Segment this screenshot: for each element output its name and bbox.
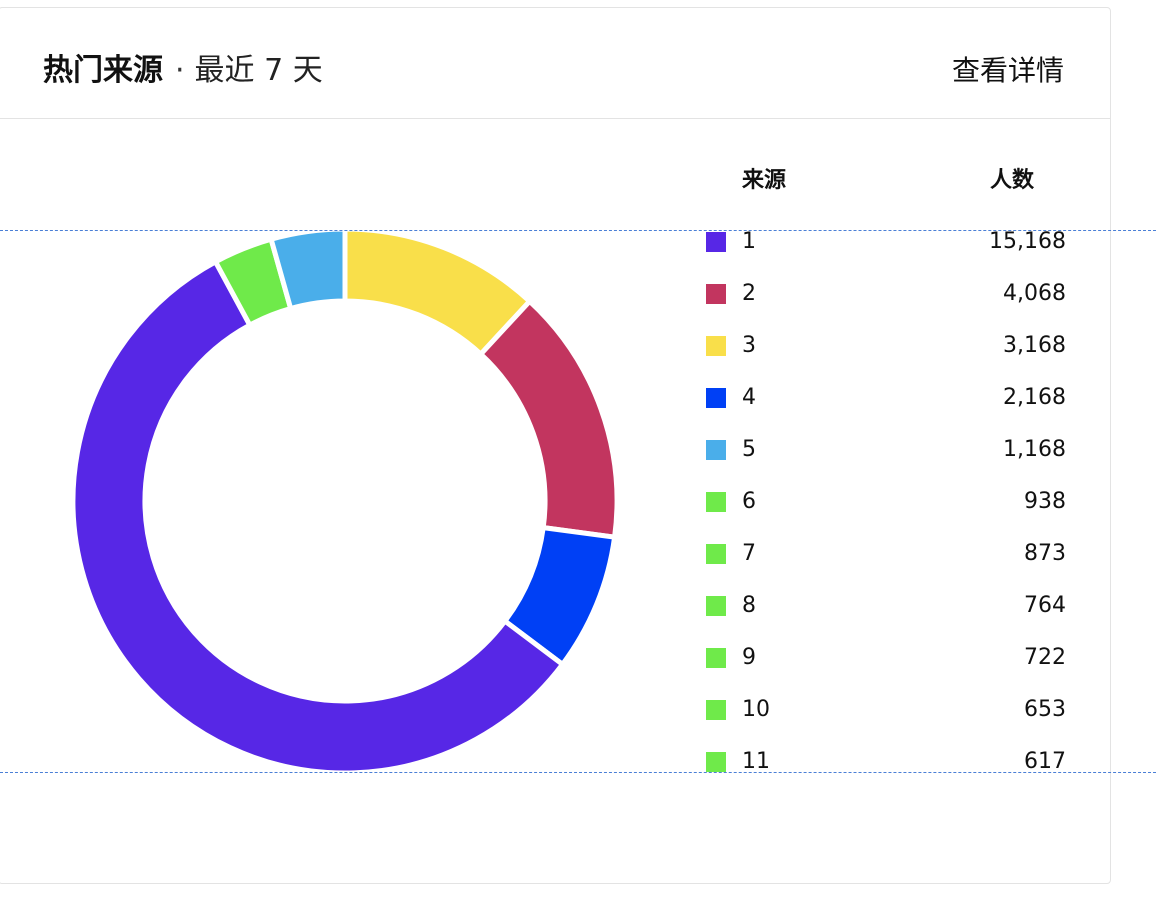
legend-label-1: 1 xyxy=(742,229,756,254)
legend-value-6: 938 xyxy=(1024,489,1066,514)
legend-row-10: 10 653 xyxy=(706,696,1066,724)
legend-row-2: 2 4,068 xyxy=(706,280,1066,308)
legend-row-4: 4 2,168 xyxy=(706,384,1066,412)
legend-row-9: 9 722 xyxy=(706,644,1066,672)
legend-label-4: 4 xyxy=(742,385,756,410)
legend-value-1: 15,168 xyxy=(989,229,1066,254)
legend-label-10: 10 xyxy=(742,697,770,722)
card-title: 热门来源 xyxy=(43,53,163,88)
legend-label-7: 7 xyxy=(742,541,756,566)
donut-slice-1[interactable] xyxy=(70,258,567,776)
guide-line-top xyxy=(0,230,1156,231)
legend-value-11: 617 xyxy=(1024,749,1066,774)
legend-label-6: 6 xyxy=(742,489,756,514)
legend-value-10: 653 xyxy=(1024,697,1066,722)
donut-slice-5[interactable] xyxy=(268,226,348,312)
legend-row-1: 1 15,168 xyxy=(706,228,1066,256)
legend-value-5: 1,168 xyxy=(1003,437,1066,462)
legend-header-count: 人数 xyxy=(990,168,1035,193)
legend-value-3: 3,168 xyxy=(1003,333,1066,358)
legend-value-7: 873 xyxy=(1024,541,1066,566)
legend-row-8: 8 764 xyxy=(706,592,1066,620)
card-header: 热门来源 · 最近 7 天 查看详情 xyxy=(0,8,1110,119)
legend-swatch-9 xyxy=(706,648,726,668)
legend-swatch-3 xyxy=(706,336,726,356)
legend-label-5: 5 xyxy=(742,437,756,462)
legend-label-8: 8 xyxy=(742,593,756,618)
legend-value-2: 4,068 xyxy=(1003,281,1066,306)
title-separator: · xyxy=(175,53,185,88)
legend-swatch-8 xyxy=(706,596,726,616)
guide-line-bottom xyxy=(0,772,1156,773)
legend-row-7: 7 873 xyxy=(706,540,1066,568)
legend-row-6: 6 938 xyxy=(706,488,1066,516)
legend-label-9: 9 xyxy=(742,645,756,670)
time-range-label: 最近 7 天 xyxy=(194,53,323,88)
legend-swatch-1 xyxy=(706,232,726,252)
legend-row-3: 3 3,168 xyxy=(706,332,1066,360)
legend-row-11: 11 617 xyxy=(706,748,1066,776)
legend-value-8: 764 xyxy=(1024,593,1066,618)
legend-swatch-4 xyxy=(706,388,726,408)
legend-row-5: 5 1,168 xyxy=(706,436,1066,464)
donut-slice-2[interactable] xyxy=(477,297,620,540)
legend-swatch-7 xyxy=(706,544,726,564)
legend-swatch-5 xyxy=(706,440,726,460)
legend-header-source: 来源 xyxy=(742,168,787,193)
legend-swatch-2 xyxy=(706,284,726,304)
legend-label-3: 3 xyxy=(742,333,756,358)
legend-value-4: 2,168 xyxy=(1003,385,1066,410)
legend-swatch-10 xyxy=(706,700,726,720)
legend-swatch-6 xyxy=(706,492,726,512)
legend-label-11: 11 xyxy=(742,749,770,774)
view-details-link[interactable]: 查看详情 xyxy=(951,54,1064,87)
legend-value-9: 722 xyxy=(1024,645,1066,670)
legend-swatch-11 xyxy=(706,752,726,772)
card-title-group: 热门来源 · 最近 7 天 xyxy=(43,47,323,95)
legend-label-2: 2 xyxy=(742,281,756,306)
